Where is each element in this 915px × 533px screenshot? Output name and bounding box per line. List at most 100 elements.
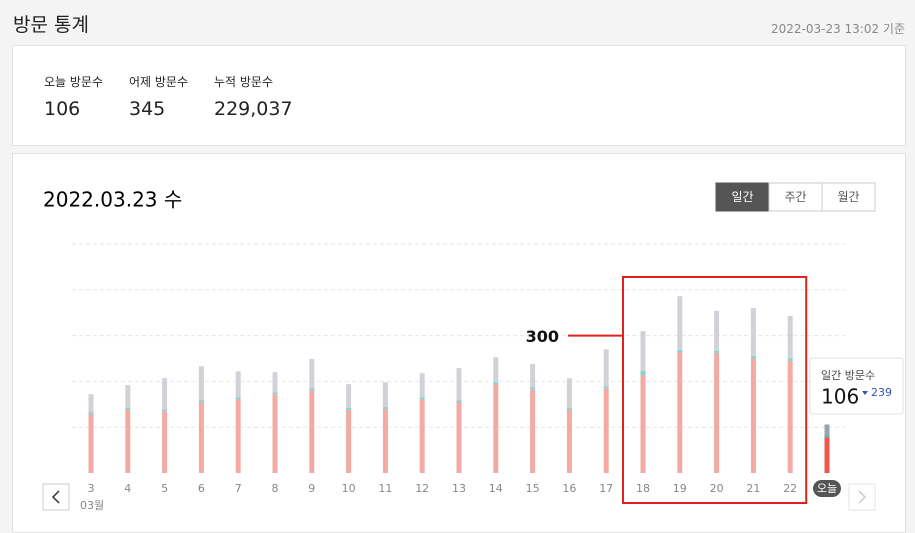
bar-segment — [346, 384, 352, 408]
bar-segment — [125, 407, 131, 410]
summary-card: 오늘 방문수 106 어제 방문수 345 누적 방문수 229,037 — [12, 45, 906, 146]
stat-label: 오늘 방문수 — [44, 75, 104, 89]
bar-segment — [677, 296, 683, 350]
stat-value: 345 — [129, 98, 166, 120]
bar-segment — [566, 407, 572, 410]
prev-icon — [51, 490, 60, 504]
x-tick-label: 15 — [526, 482, 540, 495]
stat-value: 229,037 — [214, 98, 293, 120]
bar-segment — [640, 331, 646, 371]
bar-segment — [677, 352, 683, 473]
bar-segment — [235, 397, 241, 400]
bar-segment — [382, 408, 388, 473]
bar-segment — [824, 424, 830, 436]
prev-box[interactable] — [42, 483, 70, 511]
tab-button[interactable] — [715, 182, 770, 212]
bar-segment — [419, 397, 425, 400]
bar-segment — [162, 378, 168, 410]
bar-segment — [162, 409, 168, 412]
bar-segment — [125, 385, 131, 408]
bar-segment — [566, 409, 572, 473]
x-tick-label: 10 — [342, 482, 356, 495]
bar-segment — [309, 390, 315, 473]
bar-segment — [566, 378, 572, 408]
x-tick-label: 5 — [161, 482, 168, 495]
highlight-box — [622, 276, 808, 504]
bar-segment — [530, 387, 536, 390]
bar-segment — [88, 394, 94, 413]
tooltip-value: 106 — [821, 385, 859, 409]
next-icon — [858, 490, 867, 504]
x-tick-label: 19 — [673, 482, 687, 495]
timestamp: 2022-03-23 13:02 기준 — [770, 22, 905, 36]
stat-label: 누적 방문수 — [214, 75, 274, 89]
tooltip-arrow — [862, 391, 868, 395]
bar-segment — [750, 308, 756, 356]
month-label: 03월 — [80, 499, 104, 512]
x-tick-label: 21 — [746, 482, 760, 495]
bar-segment — [198, 402, 204, 473]
tab-button[interactable] — [821, 182, 876, 212]
bar-segment — [787, 358, 793, 361]
bar-segment — [198, 400, 204, 403]
bar-segment — [493, 357, 499, 383]
tooltip-label: 일간 방문수 — [821, 368, 875, 382]
stat-value: 106 — [44, 98, 81, 120]
tab-label: 월간 — [837, 190, 859, 204]
bar-segment — [456, 402, 462, 473]
bar-segment — [456, 400, 462, 403]
bar-segment — [714, 353, 720, 473]
chart: 2022.03.23 수 일간 주간 월간 03월 3 4 5 6 7 8 9 10 11 12 13 1… — [42, 182, 904, 512]
bar-segment — [382, 407, 388, 409]
x-tick-label: 22 — [783, 482, 797, 495]
bar-segment — [640, 370, 646, 375]
bar-segment — [346, 409, 352, 473]
tooltip-change: 239 — [871, 386, 892, 399]
bar-segment — [714, 350, 720, 354]
bar-segment — [640, 374, 646, 473]
stat-label: 어제 방문수 — [129, 75, 189, 89]
bar-segment — [235, 371, 241, 398]
bar-segment — [162, 411, 168, 473]
bar-segment — [198, 366, 204, 401]
bar-segment — [530, 363, 536, 388]
x-tick-label: 20 — [710, 482, 724, 495]
bar-segment — [493, 382, 499, 385]
bar-segment — [309, 388, 315, 391]
bar-segment — [677, 349, 683, 353]
bar-segment — [714, 310, 720, 351]
x-tick-label: 6 — [198, 482, 205, 495]
bar-segment — [88, 412, 94, 414]
x-tick-label: 8 — [272, 482, 279, 495]
prev-button[interactable] — [42, 483, 70, 511]
next-button[interactable] — [848, 483, 876, 511]
bar-segment — [419, 373, 425, 398]
bar-segment — [272, 394, 278, 473]
bar-segment — [787, 360, 793, 473]
x-tick-label: 16 — [562, 482, 576, 495]
bar-segment — [603, 349, 609, 387]
bar-segment — [603, 388, 609, 473]
x-tick-label: 14 — [489, 482, 503, 495]
bar-segment — [272, 372, 278, 393]
bar-segment — [346, 407, 352, 410]
tab-button[interactable] — [768, 182, 823, 212]
bar-segment — [787, 315, 793, 359]
bar-segment — [272, 392, 278, 395]
bar-segment — [235, 399, 241, 473]
bar-segment — [125, 409, 131, 473]
x-tick-label: 18 — [636, 482, 650, 495]
tab-label: 주간 — [784, 190, 806, 204]
bar-segment — [382, 382, 388, 408]
bar-segment — [456, 368, 462, 401]
today-pill — [813, 480, 841, 497]
x-tick-label: 13 — [452, 482, 466, 495]
x-tick-label: 11 — [378, 482, 392, 495]
x-tick-label: 오늘 — [817, 482, 837, 495]
next-box[interactable] — [848, 483, 876, 511]
page: 방문 통계 2022-03-23 13:02 기준 오늘 방문수 106 어제 … — [12, 14, 906, 533]
bar-segment — [309, 358, 315, 389]
bar-segment — [603, 386, 609, 389]
page-title: 방문 통계 — [13, 14, 89, 36]
x-tick-label: 12 — [415, 482, 429, 495]
